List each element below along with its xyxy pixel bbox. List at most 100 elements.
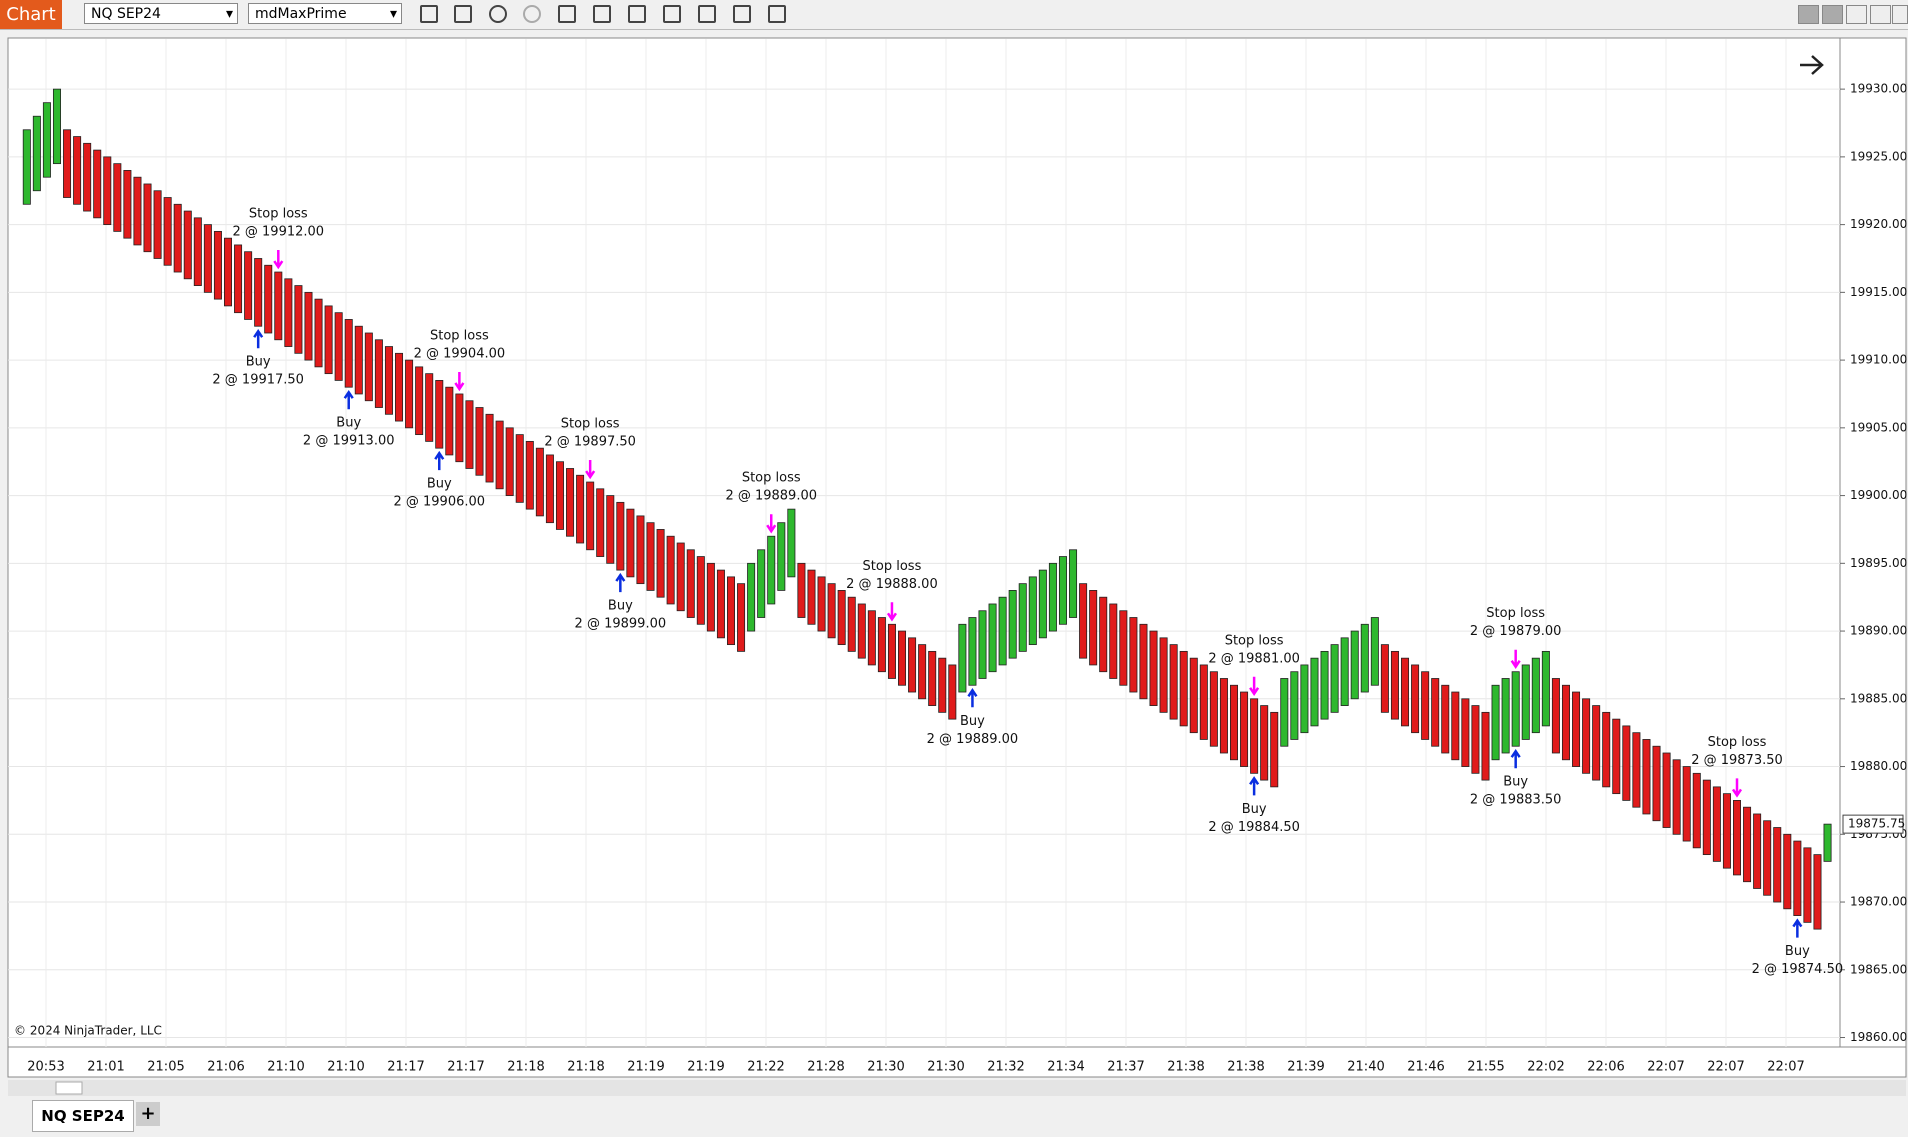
panels-icon[interactable] — [628, 5, 646, 23]
bar — [1169, 644, 1178, 720]
bar — [1330, 644, 1339, 713]
bar — [998, 596, 1007, 666]
bar — [1260, 705, 1269, 781]
y-tick-label: 19895.00 — [1850, 556, 1907, 570]
annotation-text: 2 @ 19874.50 — [1752, 962, 1844, 977]
zoom-in-icon[interactable] — [489, 5, 507, 23]
minimize-button[interactable] — [1846, 5, 1867, 24]
bar — [465, 400, 474, 469]
scrollbar[interactable] — [8, 1080, 1906, 1096]
bar — [837, 590, 846, 646]
x-tick-label: 22:02 — [1527, 1060, 1564, 1075]
bar — [757, 549, 766, 618]
bar — [133, 176, 142, 246]
bar — [173, 203, 182, 273]
templates-icon[interactable] — [733, 5, 751, 23]
bar — [1753, 813, 1762, 889]
indicators-icon[interactable] — [663, 5, 681, 23]
annotation-text: 2 @ 19897.50 — [544, 435, 636, 450]
x-tick-label: 21:28 — [807, 1060, 844, 1075]
bar — [153, 190, 162, 259]
bar — [42, 102, 51, 178]
annotation-text: 2 @ 19889.00 — [927, 732, 1019, 747]
bar — [405, 359, 414, 429]
bar — [1783, 833, 1792, 910]
strategies-icon[interactable] — [698, 5, 716, 23]
y-tick-label: 19865.00 — [1850, 962, 1907, 976]
bar — [1290, 671, 1299, 740]
indicator-select[interactable]: mdMaxPrime — [248, 3, 402, 25]
bar — [1401, 657, 1410, 727]
bar — [1018, 583, 1027, 652]
y-tick-label: 19920.00 — [1850, 217, 1907, 231]
buy-arrow — [343, 389, 354, 410]
bar — [545, 454, 554, 524]
y-tick-label: 19890.00 — [1850, 624, 1907, 638]
bar — [807, 569, 816, 625]
stop-arrow — [1249, 676, 1260, 697]
bar — [314, 298, 323, 368]
zoom-out-icon[interactable] — [523, 5, 541, 23]
properties-icon[interactable] — [593, 5, 611, 23]
bar — [83, 142, 92, 212]
bar — [787, 508, 796, 578]
buy-arrow — [434, 450, 445, 471]
x-tick-label: 22:07 — [1647, 1060, 1684, 1075]
add-tab[interactable]: + — [136, 1102, 160, 1126]
buy-arrow — [253, 328, 264, 349]
bar — [898, 630, 907, 686]
bar — [364, 332, 373, 402]
bar — [1069, 549, 1078, 618]
x-tick-label: 21:17 — [387, 1060, 424, 1075]
copyright: © 2024 NinjaTrader, LLC — [14, 1024, 162, 1038]
scroll-thumb[interactable] — [55, 1081, 83, 1095]
bar — [1541, 650, 1550, 727]
annotation-label: Stop loss — [1225, 633, 1284, 648]
bar — [1733, 800, 1742, 876]
bar — [1250, 698, 1259, 774]
x-tick-label: 21:10 — [327, 1060, 364, 1075]
instrument-select[interactable]: NQ SEP24 — [84, 3, 238, 25]
bar — [1048, 562, 1057, 632]
bar — [1159, 637, 1168, 713]
bar — [1280, 678, 1289, 747]
bar — [1340, 637, 1349, 706]
x-tick-label: 22:07 — [1767, 1060, 1804, 1075]
annotation-label: Buy — [1785, 944, 1810, 959]
y-tick-label: 19870.00 — [1850, 895, 1907, 909]
bar — [1682, 766, 1691, 842]
draw-icon[interactable] — [454, 5, 472, 23]
bar — [1300, 664, 1309, 734]
annotation-label: Buy — [336, 416, 361, 431]
bar — [1350, 630, 1359, 700]
maximize-button[interactable] — [1870, 5, 1891, 24]
pointer-icon[interactable] — [558, 5, 576, 23]
window-button[interactable] — [1798, 5, 1819, 24]
bar — [63, 129, 72, 198]
bar — [1320, 650, 1329, 720]
window-button[interactable] — [1822, 5, 1843, 24]
price-axis — [1839, 37, 1907, 1048]
annotation-text: 2 @ 19912.00 — [233, 225, 325, 240]
bar — [505, 427, 514, 496]
x-tick-label: 21:18 — [507, 1060, 544, 1075]
y-tick-label: 19925.00 — [1850, 149, 1907, 163]
chart-tab[interactable]: Chart — [0, 0, 62, 29]
instrument-tab[interactable]: NQ SEP24 — [32, 1100, 134, 1132]
annotation-label: Buy — [246, 355, 271, 370]
bar — [696, 556, 705, 625]
bars-icon[interactable] — [420, 5, 438, 23]
bar — [847, 596, 856, 652]
bar — [1602, 711, 1611, 788]
list-icon[interactable] — [768, 5, 786, 23]
x-tick-label: 21:30 — [867, 1060, 904, 1075]
bar — [1531, 657, 1540, 734]
buy-arrow — [1510, 748, 1521, 769]
x-tick-label: 21:40 — [1347, 1060, 1384, 1075]
bar — [1572, 691, 1581, 767]
scroll-right-arrow[interactable] — [1800, 55, 1824, 75]
annotation-label: Stop loss — [1486, 606, 1545, 621]
bar — [797, 562, 806, 618]
bar — [586, 481, 595, 551]
